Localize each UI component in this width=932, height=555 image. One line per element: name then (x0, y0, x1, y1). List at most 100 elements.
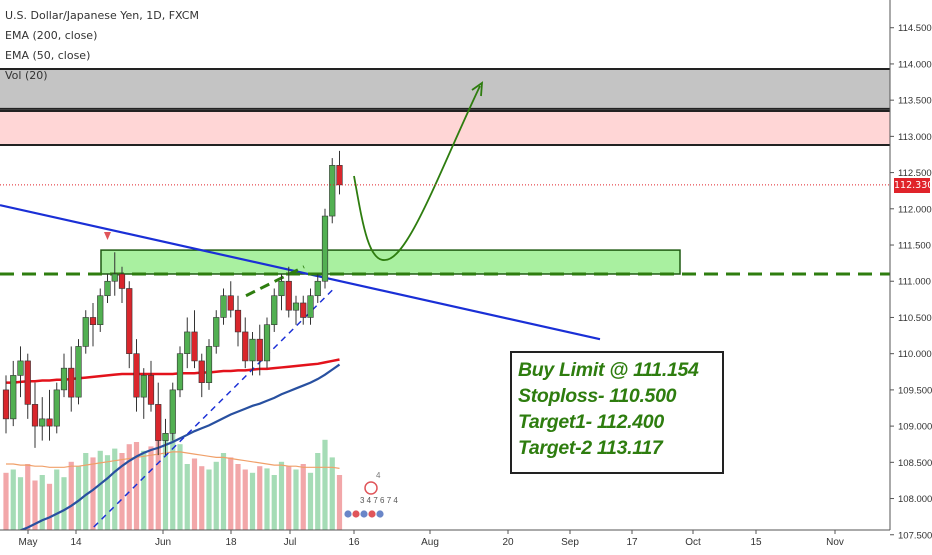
y-tick-label: 112.000 (898, 204, 932, 215)
volume-bar (329, 457, 335, 530)
forecast-path (353, 85, 481, 261)
last-price-label: 112.330 (894, 177, 932, 193)
candle-body (234, 309, 242, 333)
event-count: 4 (376, 471, 381, 480)
candle-body (104, 280, 111, 297)
y-axis-panel (890, 0, 932, 550)
candle-body (46, 418, 53, 427)
volume-bar (286, 466, 292, 530)
candle-body (300, 302, 307, 318)
buy-limit-text: Buy Limit @ 111.154 (518, 359, 699, 381)
legend-ema50: EMA (50, close) (5, 49, 91, 62)
volume-bar (177, 444, 183, 530)
volume-bar (46, 483, 53, 530)
legend-ema200: EMA (200, close) (5, 29, 98, 42)
volume-bar (257, 466, 263, 530)
volume-bar (126, 444, 132, 530)
y-tick-label: 111.500 (898, 241, 931, 252)
candle-body (53, 389, 60, 427)
volume-bar (199, 466, 205, 530)
volume-bar (249, 472, 256, 530)
volume-bar (83, 453, 89, 530)
y-tick-label: 109.500 (898, 385, 932, 396)
volume-bar (119, 453, 125, 530)
y-tick-label: 112.500 (898, 168, 932, 179)
x-tick-label: 17 (626, 537, 638, 548)
x-tick-label: 20 (502, 537, 514, 548)
event-digits: 3 4 7 6 7 4 (360, 496, 398, 505)
volume-bar (75, 466, 82, 530)
volume-bar (336, 475, 343, 530)
candle-body (314, 280, 321, 297)
volume-bar (17, 477, 24, 530)
candle-body (155, 404, 162, 441)
volume-bar (170, 431, 176, 530)
pattern-dashed-line (245, 265, 305, 298)
candle-body (329, 165, 336, 217)
candle-body (147, 375, 155, 405)
candle-body (82, 317, 89, 347)
x-tick-label: Jun (155, 537, 171, 548)
candle-body (75, 346, 82, 398)
volume-bar (32, 480, 38, 530)
x-tick-label: Oct (685, 537, 701, 548)
forecast-arrowhead (471, 81, 484, 97)
volume-bar (97, 450, 103, 530)
x-tick-label: 14 (70, 537, 82, 548)
volume-bar (148, 446, 154, 530)
stoploss-text: Stoploss- 110.500 (518, 385, 677, 407)
candle-body (133, 353, 140, 398)
candle-body (336, 165, 343, 186)
candle-body (191, 331, 198, 362)
candle-body (285, 280, 292, 311)
chart-legend: U.S. Dollar/Japanese Yen, 1D, FXCM EMA (… (5, 6, 199, 86)
candle-body (249, 338, 256, 362)
volume-bar (184, 464, 190, 530)
volume-bar (25, 464, 31, 530)
candle-body (162, 433, 169, 441)
y-tick-label: 108.500 (898, 458, 932, 469)
volume-bar (242, 469, 248, 530)
volume-bar (54, 469, 60, 530)
y-tick-label: 110.000 (898, 349, 932, 360)
x-tick-label: Nov (826, 537, 844, 548)
volume-bar (191, 458, 198, 530)
y-tick-label: 110.500 (898, 313, 932, 324)
volume-bar (278, 461, 285, 530)
supply-zone-red (0, 111, 890, 146)
volume-bar (235, 464, 241, 530)
volume-bar (39, 475, 45, 530)
event-flag (375, 509, 385, 519)
support-dashed-line (85, 287, 335, 536)
descending-trendline (0, 204, 601, 341)
volume-bar (228, 457, 234, 530)
supply-zone-gray (0, 69, 890, 109)
candle-body (321, 215, 329, 282)
candle-body (68, 367, 75, 398)
candle-body (89, 317, 97, 325)
red-arrow-marker (104, 232, 111, 240)
y-tick-label: 111.000 (898, 277, 931, 288)
candle-body (184, 331, 191, 354)
trade-plan-box: Buy Limit @ 111.154 Stoploss- 110.500 Ta… (510, 351, 724, 474)
volume-bar (220, 453, 227, 530)
x-tick-label: May (19, 537, 38, 548)
volume-bar (3, 472, 9, 530)
event-flag (351, 509, 361, 519)
demand-zone-green (100, 249, 681, 275)
candle-body (118, 273, 126, 289)
y-tick-label: 108.000 (898, 494, 932, 505)
legend-volume: Vol (20) (5, 69, 48, 82)
candle-body (213, 317, 220, 347)
candle-body (256, 338, 263, 362)
volume-bar (162, 436, 169, 530)
y-tick-label: 109.000 (898, 422, 932, 433)
y-tick-label: 114.500 (898, 23, 932, 34)
volume-bar (315, 453, 321, 530)
event-flag (343, 509, 353, 519)
candle-body (242, 331, 249, 362)
x-tick-label: Sep (561, 537, 579, 548)
volume-bar (112, 448, 118, 530)
